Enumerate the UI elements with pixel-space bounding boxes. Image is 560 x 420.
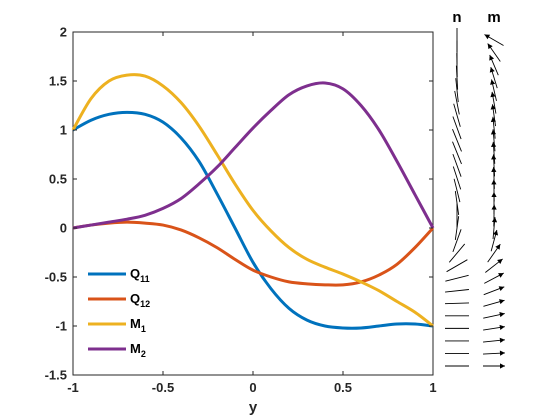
legend-items: Q11 Q12 M1 M2 <box>88 266 150 359</box>
arrow-mark <box>483 312 505 319</box>
x-tick-label: -0.5 <box>152 380 174 395</box>
director-segment <box>444 302 470 305</box>
director-segment <box>445 274 469 282</box>
director-segment <box>453 103 461 127</box>
y-tick-label: 0.5 <box>49 172 67 187</box>
arrow-mark <box>489 66 498 89</box>
director-segment <box>455 78 459 103</box>
legend-box <box>84 262 166 368</box>
field-title-m: m <box>487 9 500 26</box>
arrow-mark <box>491 204 497 227</box>
arrow-mark <box>490 91 497 114</box>
y-tick-label: 1.5 <box>49 74 67 89</box>
director-segment <box>452 129 462 152</box>
director-segment <box>445 289 469 293</box>
arrow-field-m <box>482 34 506 369</box>
series-line-m2 <box>72 81 435 230</box>
y-tick-label: 1 <box>60 123 67 138</box>
director-segment <box>452 166 462 190</box>
arrow-mark <box>491 217 498 240</box>
arrow-mark <box>490 104 496 127</box>
x-tick-label: 0 <box>249 380 256 395</box>
arrow-mark <box>483 363 505 369</box>
series-line-m1 <box>71 73 434 328</box>
director-segment <box>455 65 459 90</box>
director-segment <box>448 243 466 263</box>
arrow-mark <box>490 229 499 252</box>
director-segment <box>446 259 468 273</box>
x-tick-label: 0.5 <box>334 380 352 395</box>
ticks-layer: -1 -0.5 0 0.5 1-1.5-1-0.500.511.52 <box>45 25 437 396</box>
x-tick-label: -1 <box>67 380 79 395</box>
arrow-mark <box>490 116 496 139</box>
arrow-mark <box>484 272 504 284</box>
director-segment <box>452 141 462 165</box>
director-segment <box>453 178 461 203</box>
y-tick-label: -0.5 <box>45 270 67 285</box>
director-segment <box>452 116 462 140</box>
field-title-n: n <box>452 9 461 26</box>
vector-field-panel: n m <box>444 9 506 369</box>
x-axis-label: y <box>249 399 258 416</box>
arrow-mark <box>482 350 506 356</box>
y-tick-label: -1.5 <box>45 368 67 383</box>
y-tick-label: 2 <box>60 25 67 40</box>
director-segment <box>454 191 460 215</box>
arrow-mark <box>491 154 497 177</box>
arrow-mark <box>487 243 501 263</box>
arrow-mark <box>483 299 505 307</box>
arrow-mark <box>484 34 504 46</box>
x-tick-label: 1 <box>429 380 436 395</box>
arrow-mark <box>483 324 505 331</box>
y-tick-label: -1 <box>55 319 67 334</box>
director-segment <box>454 90 460 115</box>
director-segment <box>452 153 462 177</box>
arrow-mark <box>483 337 505 343</box>
arrow-mark <box>490 141 497 164</box>
arrow-mark <box>485 258 503 273</box>
arrow-mark <box>483 286 505 296</box>
director-field-n <box>444 28 470 367</box>
series-line-q11 <box>72 110 434 330</box>
curves-layer <box>71 73 435 330</box>
legend-label-m2: M2 <box>130 341 146 359</box>
director-segment <box>452 229 462 253</box>
arrow-mark <box>489 54 499 76</box>
y-tick-label: 0 <box>60 221 67 236</box>
arrow-mark <box>490 129 497 152</box>
legend: Q11 Q12 M1 M2 <box>84 262 166 368</box>
arrow-mark <box>490 79 497 101</box>
legend-label-q12: Q12 <box>130 291 150 309</box>
legend-label-m1: M1 <box>130 316 146 334</box>
series-line-q12 <box>72 220 435 287</box>
legend-label-q11: Q11 <box>130 266 150 284</box>
director-segment <box>454 216 460 241</box>
arrow-mark <box>487 43 501 62</box>
